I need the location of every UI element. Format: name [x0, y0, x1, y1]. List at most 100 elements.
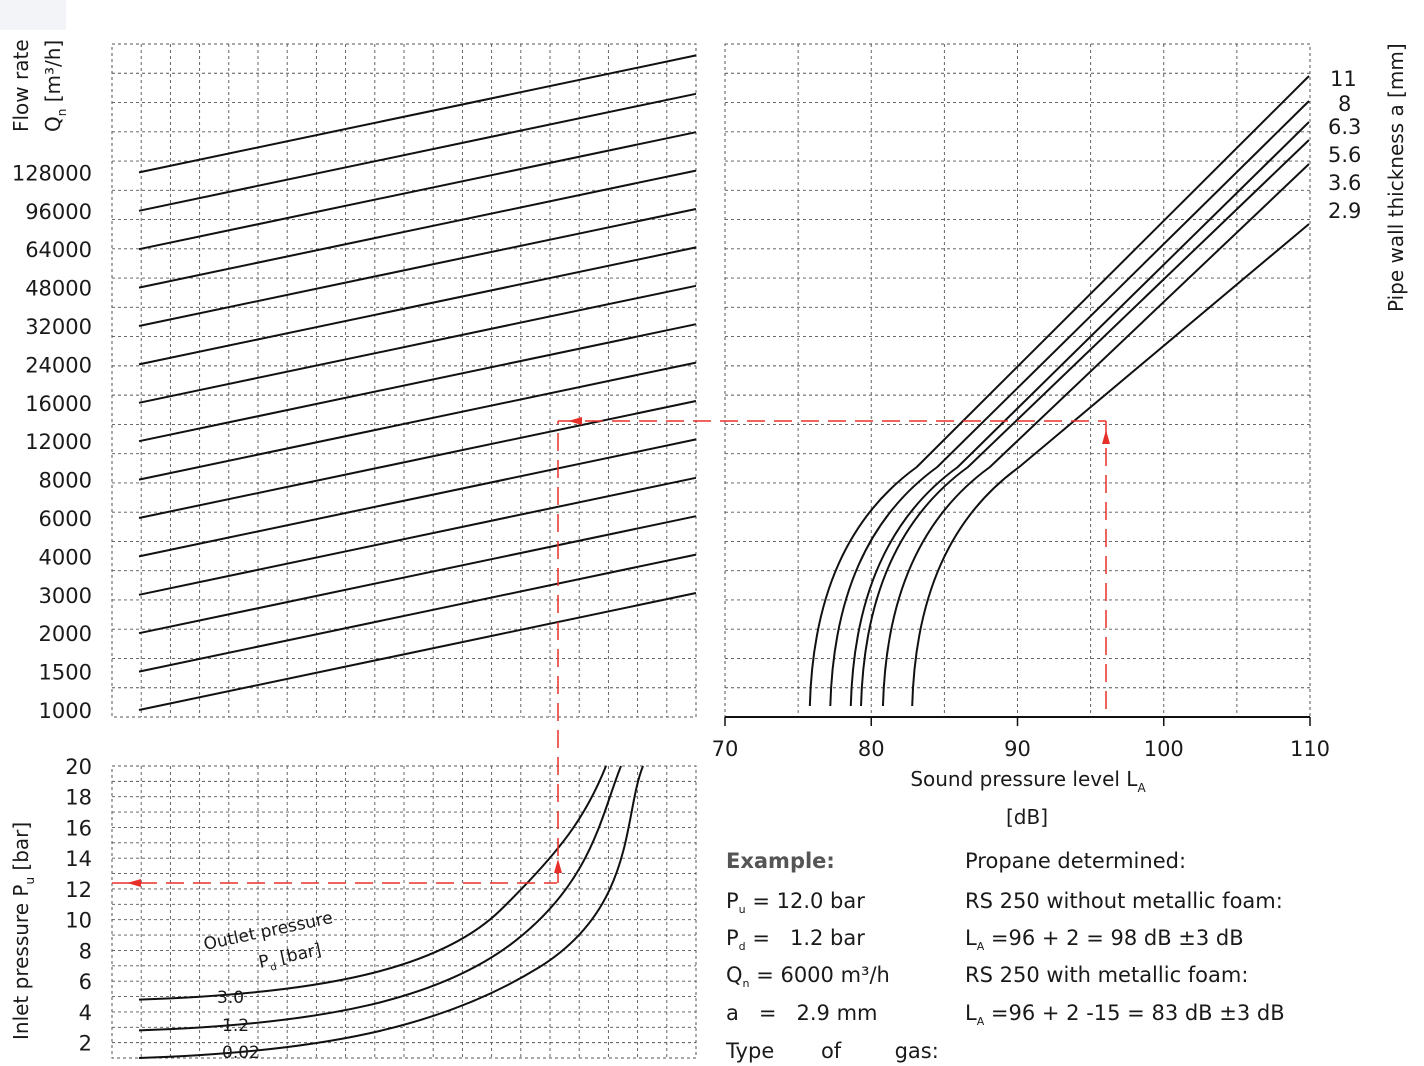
wall-thickness-curve	[808, 75, 1310, 707]
sound-level-xlabel: Sound pressure level LA	[910, 767, 1146, 795]
example-gas: Propane determined:	[965, 849, 1187, 873]
inlet-pressure-grid	[111, 765, 697, 1059]
x-tick-label: 80	[858, 737, 885, 761]
y-tick-label: 48000	[25, 277, 92, 301]
wall-thickness-curve	[849, 121, 1310, 707]
example-path	[112, 417, 1110, 887]
sound-level-x-ticks: 70 80 90 100 110	[712, 717, 1330, 761]
outlet-pressure-legend-unit: Pd [bar]	[257, 940, 324, 976]
y-tick-label: 16	[65, 816, 92, 840]
y-tick-label: 16000	[25, 392, 92, 416]
example-title: Example:	[726, 849, 835, 873]
wall-thickness-label: 3.6	[1328, 171, 1361, 195]
flow-rate-line	[138, 438, 697, 558]
example-type: Type of gas:	[726, 1039, 939, 1063]
wall-thickness-curve	[881, 163, 1310, 707]
wall-thickness-label: 11	[1330, 67, 1357, 91]
y-tick-label: 4	[79, 1001, 92, 1025]
inlet-pressure-tick-labels: 2 4 6 8 10 12 14 16 18 20	[65, 755, 92, 1056]
corner-decoration	[0, 0, 66, 30]
wall-thickness-label: 2.9	[1328, 199, 1361, 223]
wall-thickness-label: 6.3	[1328, 115, 1361, 139]
outlet-pressure-label: 1.2	[222, 1016, 249, 1036]
y-tick-label: 1000	[39, 699, 92, 723]
inlet-pressure-curves	[138, 765, 644, 1059]
wall-thickness-curve	[860, 139, 1310, 707]
y-tick-label: 8	[79, 939, 92, 963]
example-pd: Pd = 1.2 bar	[726, 926, 865, 953]
y-tick-label: 1500	[39, 661, 92, 685]
flow-rate-line	[138, 92, 697, 212]
outlet-pressure-label: 0.02	[222, 1043, 260, 1063]
sound-level-grid	[724, 43, 1311, 718]
flow-rate-line	[138, 400, 697, 519]
y-tick-label: 128000	[12, 161, 92, 185]
y-tick-label: 64000	[25, 238, 92, 262]
outlet-pressure-label: 3.0	[217, 988, 244, 1008]
wall-thickness-curve	[829, 100, 1310, 707]
outlet-pressure-labels: 3.0 1.2 0.02	[217, 988, 260, 1063]
x-tick-label: 100	[1144, 737, 1184, 761]
y-tick-label: 4000	[39, 545, 92, 569]
arrow-icon	[1102, 430, 1110, 444]
flow-rate-line	[138, 361, 697, 481]
outlet-pressure-curve	[138, 765, 622, 1032]
arrow-icon	[127, 879, 141, 887]
y-tick-label: 12000	[25, 430, 92, 454]
y-tick-label: 2	[79, 1032, 92, 1056]
y-tick-label: 8000	[39, 469, 92, 493]
example-pu: Pu = 12.0 bar	[726, 889, 865, 916]
arrow-icon	[554, 859, 562, 873]
flow-rate-title: Flow rate	[9, 39, 33, 132]
flow-rate-grid	[111, 43, 697, 718]
flow-rate-tick-labels: 1000 1500 2000 3000 4000 6000 8000 12000 16000 24…	[12, 161, 92, 723]
flow-rate-panel: 1000 1500 2000 3000 4000 6000 8000 12000 16000 24…	[9, 39, 697, 723]
y-tick-label: 10	[65, 909, 92, 933]
example-la1: LA =96 + 2 = 98 dB ±3 dB	[965, 926, 1244, 953]
flow-rate-line	[138, 284, 697, 404]
example-la2: LA =96 + 2 -15 = 83 dB ±3 dB	[965, 1001, 1285, 1028]
y-tick-label: 12	[65, 878, 92, 902]
flow-rate-line	[138, 323, 697, 443]
y-tick-label: 96000	[25, 200, 92, 224]
example-with-foam: RS 250 with metallic foam:	[965, 963, 1249, 987]
sound-level-unit: [dB]	[1006, 805, 1048, 829]
inlet-pressure-panel: 2 4 6 8 10 12 14 16 18 20 3.0 1.2 0.02 Inlet pressu…	[9, 755, 697, 1063]
y-tick-label: 6000	[39, 507, 92, 531]
flow-rate-line	[138, 592, 697, 711]
wall-thickness-label: 5.6	[1328, 143, 1361, 167]
example-qn: Qn = 6000 m³/h	[726, 963, 890, 990]
inlet-pressure-ylabel: Inlet pressure Pu [bar]	[9, 822, 37, 1040]
example-a: a = 2.9 mm	[726, 1001, 878, 1025]
flow-rate-line	[138, 208, 697, 327]
flow-rate-line	[138, 131, 697, 251]
arrow-icon	[568, 417, 582, 425]
y-tick-label: 32000	[25, 315, 92, 339]
flow-rate-unit-label: Qn [m³/h]	[41, 40, 69, 132]
flow-rate-line	[138, 54, 697, 174]
y-tick-label: 18	[65, 786, 92, 810]
flow-rate-line	[138, 476, 697, 596]
outlet-pressure-curve	[138, 765, 607, 1001]
flow-rate-line	[138, 553, 697, 673]
y-tick-label: 2000	[39, 622, 92, 646]
wall-thickness-label: 8	[1338, 92, 1351, 116]
x-tick-label: 70	[712, 737, 739, 761]
y-tick-label: 20	[65, 755, 92, 779]
y-tick-label: 24000	[25, 353, 92, 377]
y-tick-label: 6	[79, 970, 92, 994]
x-tick-label: 110	[1290, 737, 1330, 761]
outlet-pressure-curve	[138, 765, 644, 1059]
y-tick-label: 3000	[39, 584, 92, 608]
x-tick-label: 90	[1004, 737, 1031, 761]
flow-rate-lines	[138, 54, 697, 711]
flow-rate-line	[138, 515, 697, 635]
pipe-wall-label: Pipe wall thickness a [mm]	[1384, 43, 1408, 312]
flow-rate-line	[138, 246, 697, 366]
y-tick-label: 14	[65, 847, 92, 871]
flow-rate-line	[138, 169, 697, 289]
wall-thickness-curve	[911, 223, 1310, 707]
